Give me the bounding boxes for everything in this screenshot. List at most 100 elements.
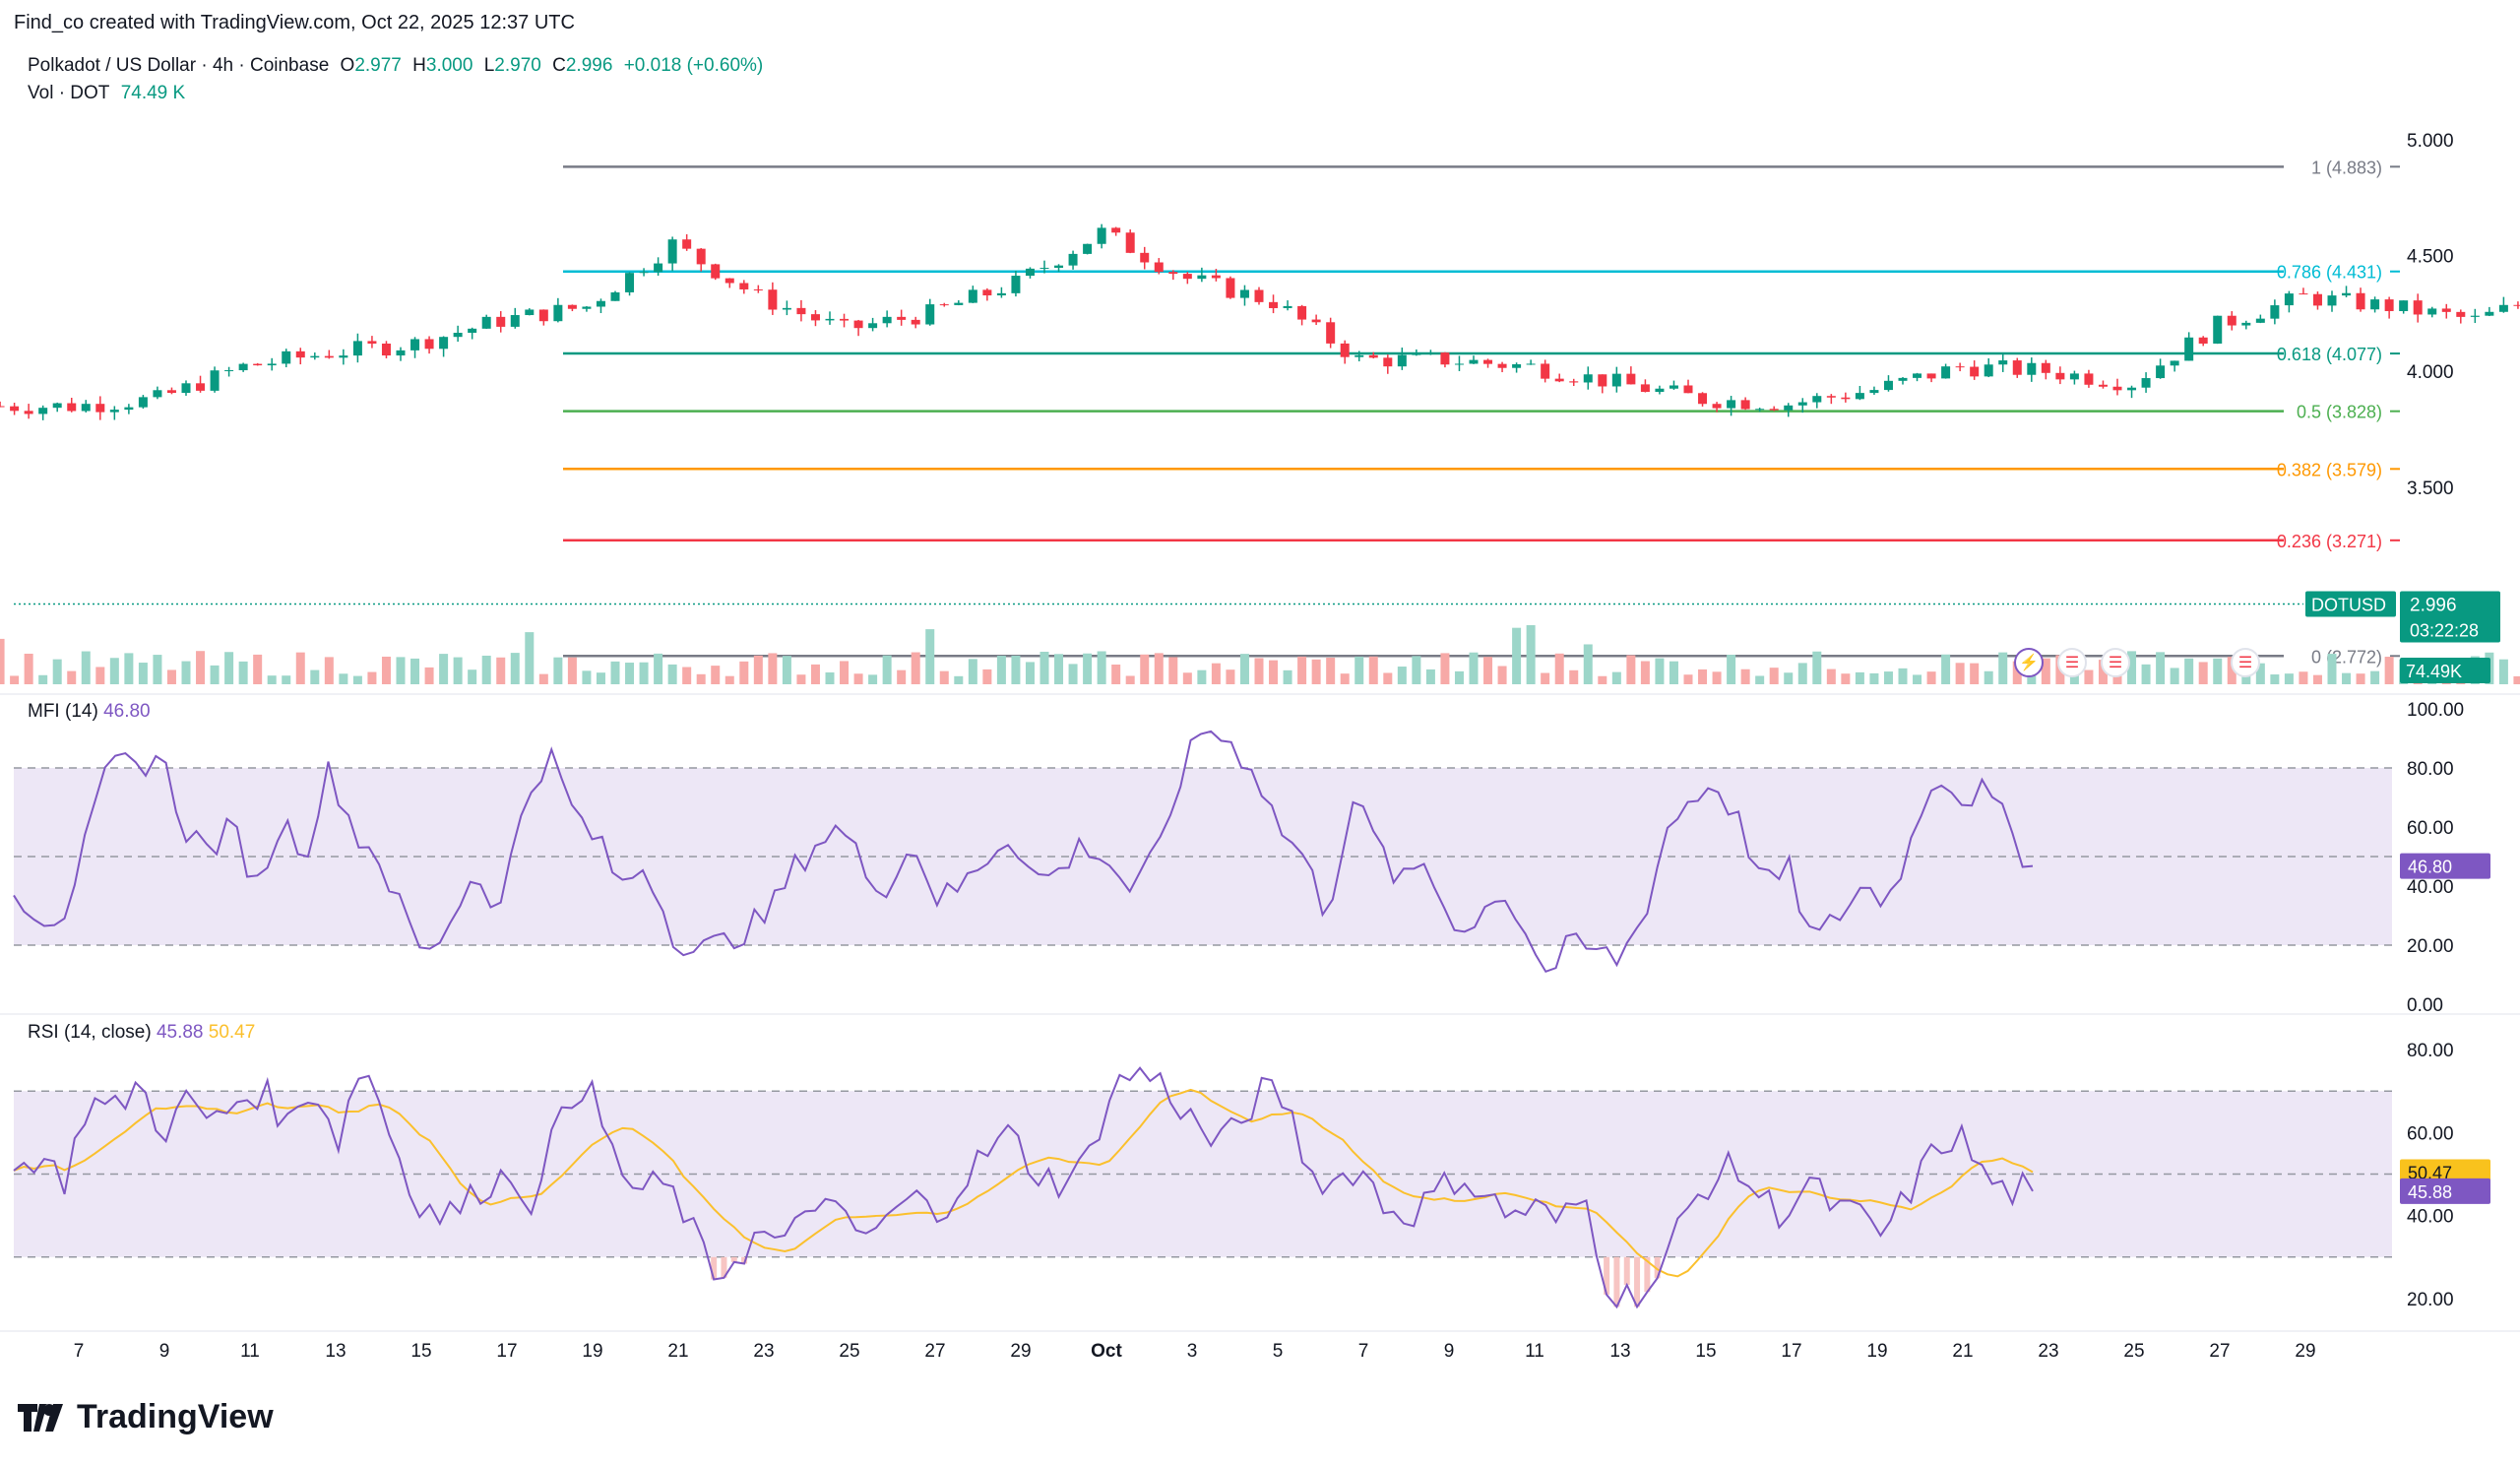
volume-label: Vol · DOT	[28, 83, 110, 103]
open-value: O2.977	[340, 55, 402, 76]
candle-body	[610, 291, 620, 301]
candle-body	[496, 316, 506, 327]
candle-body	[282, 350, 291, 364]
volume-bar	[1239, 654, 1249, 684]
candle-body	[1083, 243, 1093, 254]
volume-bar	[538, 673, 548, 684]
candle-body	[410, 339, 420, 350]
volume-bar	[1970, 663, 1980, 684]
candle-body	[724, 278, 734, 284]
volume-bar	[1182, 672, 1192, 684]
volume-bar	[682, 667, 692, 684]
volume-bar	[1698, 669, 1708, 684]
symbol-legend: Polkadot / US Dollar · 4h · Coinbase O2.…	[28, 55, 769, 77]
volume-bar	[1326, 658, 1336, 684]
volume-bar	[1383, 672, 1393, 684]
candle-body	[2055, 372, 2065, 380]
volume-bar	[95, 667, 105, 684]
candle-body	[1812, 396, 1822, 403]
candle-body	[1598, 374, 1607, 387]
lightning-event-icon[interactable]: ⚡	[2014, 648, 2044, 677]
volume-bar	[911, 652, 920, 684]
volume-bar	[10, 675, 20, 684]
candle-body	[1841, 397, 1851, 400]
candle-body	[1025, 268, 1035, 277]
volume-bar	[1226, 669, 1235, 684]
candle-body	[1797, 402, 1807, 406]
rsi-tag-bg	[2400, 1178, 2490, 1204]
x-axis-label: 29	[1010, 1341, 1031, 1362]
volume-bar	[282, 675, 291, 684]
volume-bar	[1554, 653, 1564, 684]
volume-bar	[1926, 671, 1936, 684]
candle-body	[267, 363, 277, 366]
volume-bar	[825, 671, 835, 684]
mfi-tick-label: 40.00	[2407, 877, 2454, 898]
volume-bar	[2356, 673, 2365, 684]
candle-body	[1913, 373, 1922, 378]
x-axis-label: 21	[667, 1341, 688, 1362]
volume-bar	[1068, 664, 1078, 684]
tradingview-logo[interactable]: TradingView	[18, 1398, 274, 1436]
candle-body	[2498, 304, 2508, 312]
volume-bar	[1269, 660, 1279, 684]
candle-body	[768, 289, 778, 310]
volume-bar	[1755, 675, 1765, 684]
candle-body	[1454, 363, 1464, 365]
candle-body	[2312, 293, 2322, 306]
rsi-ma-line	[13, 1088, 2034, 1278]
candle-body	[510, 315, 520, 327]
volume-bar	[1898, 668, 1908, 684]
candle-body	[124, 407, 134, 411]
volume-bar	[2342, 672, 2352, 684]
rsi-title: RSI (14, close)	[28, 1022, 152, 1043]
volume-bar	[768, 653, 778, 684]
volume-bar	[810, 664, 820, 684]
candle-body	[1354, 354, 1364, 357]
candle-body	[2027, 362, 2037, 375]
candle-body	[81, 404, 91, 412]
volume-bar	[367, 671, 377, 684]
x-axis-label: 7	[1358, 1341, 1369, 1362]
volume-bar	[1297, 656, 1307, 684]
us-flag-event-icon[interactable]: ☰	[2057, 648, 2087, 677]
volume-bar	[1111, 664, 1121, 684]
volume-bar	[753, 655, 763, 684]
volume-bar	[1311, 659, 1321, 684]
x-axis-label: 27	[924, 1341, 945, 1362]
us-flag-event-icon[interactable]: ☰	[2101, 648, 2130, 677]
candle-body	[810, 314, 820, 321]
fib-level-label: 0 (2.772)	[2311, 647, 2382, 667]
candle-body	[1425, 352, 1435, 354]
volume-bar	[1727, 655, 1736, 684]
volume-bar	[2327, 654, 2337, 684]
candle-body	[840, 318, 850, 321]
us-flag-event-icon[interactable]: ☰	[2231, 648, 2260, 677]
rsi-tick-label: 80.00	[2407, 1041, 2454, 1061]
volume-bar	[1855, 671, 1864, 684]
x-axis-label: 5	[1273, 1341, 1284, 1362]
volume-bar	[1469, 652, 1479, 684]
candle-body	[968, 289, 977, 303]
change-value: +0.018 (+0.60%)	[623, 55, 764, 76]
candle-body	[739, 283, 749, 289]
volume-bar	[1340, 673, 1350, 684]
candle-body	[639, 272, 649, 274]
candle-body	[753, 288, 763, 290]
candle-body	[1211, 275, 1221, 279]
volume-bar	[38, 674, 48, 684]
volume-bar	[2184, 658, 2194, 684]
candle-body	[1168, 272, 1178, 275]
candle-body	[381, 343, 391, 356]
volume-bar	[1683, 674, 1693, 684]
candle-body	[396, 350, 406, 356]
volume-bar	[2141, 664, 2151, 684]
volume-bar	[982, 669, 992, 684]
candle-body	[525, 309, 535, 316]
candle-body	[1197, 275, 1207, 280]
candle-body	[2470, 315, 2480, 317]
volume-bar	[2312, 674, 2322, 684]
mfi-tick-label: 80.00	[2407, 759, 2454, 780]
candle-body	[67, 403, 77, 412]
